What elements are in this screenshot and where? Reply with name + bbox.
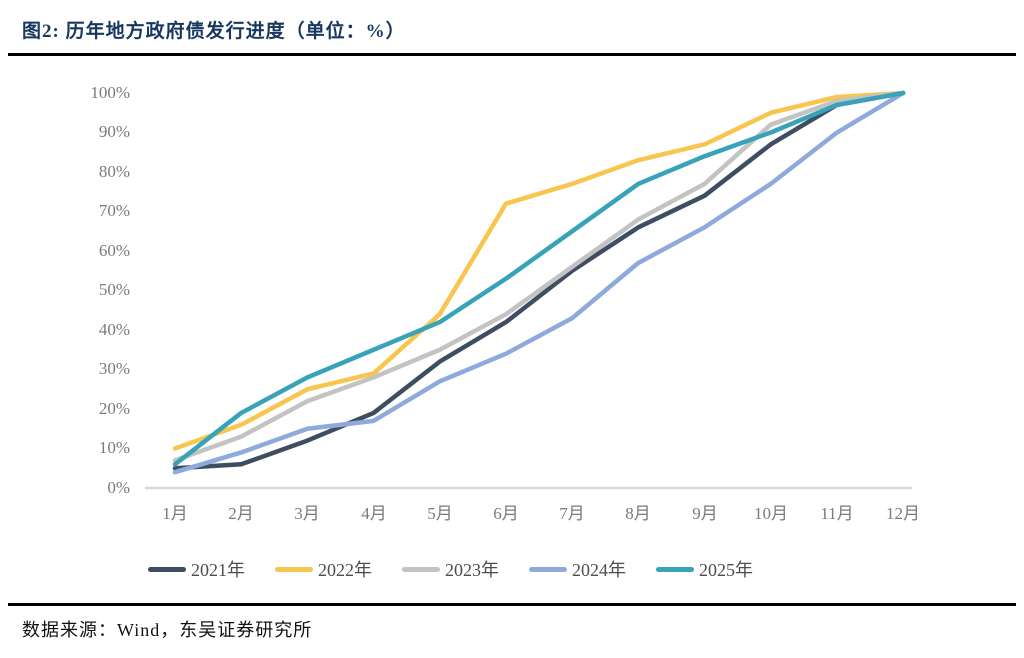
y-tick-20: 20%	[98, 399, 130, 418]
legend-label-2021: 2021年	[191, 560, 245, 580]
line-chart	[145, 90, 912, 490]
bottom-divider	[8, 603, 1016, 606]
legend-swatch-2025	[656, 566, 694, 572]
y-tick-0: 0%	[107, 478, 130, 497]
x-tick-3: 3月	[294, 504, 320, 523]
y-tick-50: 50%	[98, 280, 130, 299]
x-tick-7: 7月	[559, 504, 585, 523]
legend-label-2025: 2025年	[699, 560, 753, 580]
y-tick-90: 90%	[98, 122, 130, 141]
chart-title: 图2: 历年地方政府债发行进度（单位：%）	[22, 21, 406, 42]
series-line-2024年	[172, 90, 906, 475]
x-tick-11: 11月	[820, 504, 854, 523]
y-tick-30: 30%	[98, 359, 130, 378]
series-line-2022年	[172, 90, 906, 451]
x-tick-1: 1月	[162, 504, 188, 523]
y-tick-70: 70%	[98, 201, 130, 220]
legend-item-2025: 2025年	[656, 556, 753, 582]
legend-item-2021: 2021年	[148, 556, 245, 582]
legend-swatch-2023	[402, 566, 440, 572]
series-line-2023年	[172, 90, 906, 463]
series-line-2025年	[172, 90, 906, 467]
x-tick-6: 6月	[493, 504, 519, 523]
series-line-2021年	[172, 90, 906, 471]
y-tick-10: 10%	[98, 438, 130, 457]
top-divider	[8, 53, 1016, 56]
legend: 2021年 2022年 2023年 2024年 2025年	[148, 556, 753, 582]
legend-label-2022: 2022年	[318, 560, 372, 580]
y-tick-60: 60%	[98, 241, 130, 260]
legend-item-2024: 2024年	[529, 556, 626, 582]
x-tick-8: 8月	[625, 504, 651, 523]
legend-swatch-2024	[529, 566, 567, 572]
legend-swatch-2022	[275, 566, 313, 572]
legend-label-2023: 2023年	[445, 560, 499, 580]
x-tick-9: 9月	[692, 504, 718, 523]
y-tick-80: 80%	[98, 162, 130, 181]
x-tick-12: 12月	[886, 504, 920, 523]
legend-item-2023: 2023年	[402, 556, 499, 582]
x-tick-5: 5月	[427, 504, 453, 523]
x-tick-2: 2月	[228, 504, 254, 523]
x-tick-4: 4月	[361, 504, 387, 523]
y-tick-100: 100%	[90, 83, 130, 102]
data-source: 数据来源：Wind，东吴证券研究所	[22, 620, 313, 640]
legend-swatch-2021	[148, 566, 186, 572]
legend-label-2024: 2024年	[572, 560, 626, 580]
y-tick-40: 40%	[98, 320, 130, 339]
legend-item-2022: 2022年	[275, 556, 372, 582]
x-tick-10: 10月	[754, 504, 788, 523]
